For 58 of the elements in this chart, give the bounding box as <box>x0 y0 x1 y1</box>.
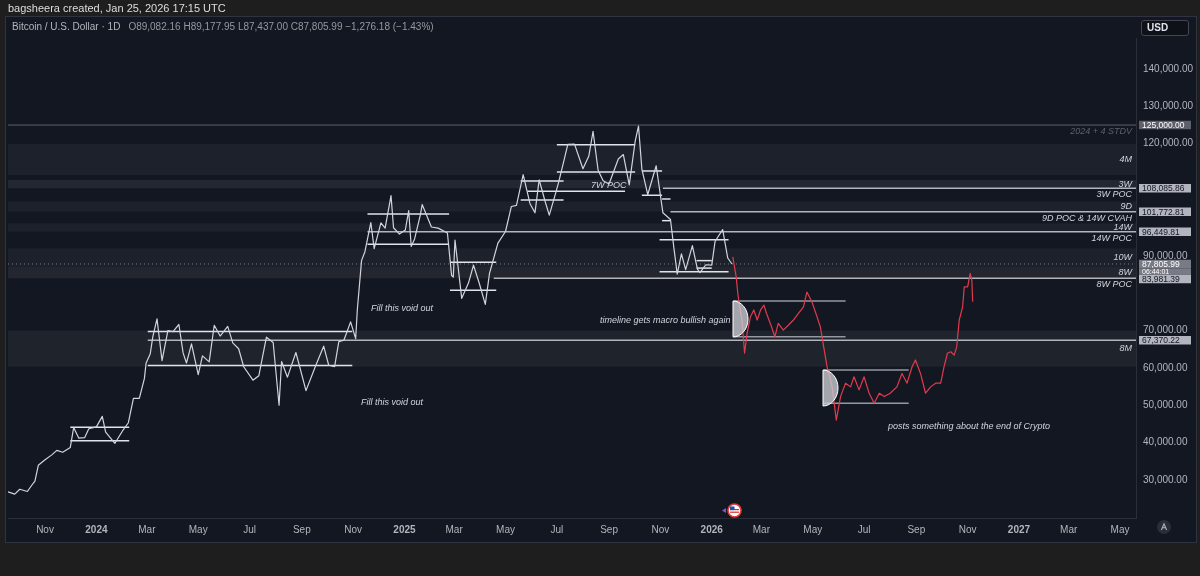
band-label: 14W <box>1113 221 1134 232</box>
text: bagsheera created, Jan 25, 2026 17:15 UTC <box>8 2 226 15</box>
x-tick-label: Jul <box>550 523 564 535</box>
x-tick-label: May <box>803 523 823 535</box>
x-tick-label: Sep <box>907 523 926 535</box>
y-tick-label: 120,000.00 <box>1143 137 1194 149</box>
x-tick-label: Sep <box>600 523 619 535</box>
series-label: 8W POC <box>1096 279 1133 290</box>
chart-subtitle: O89,082.16 H89,177.95 L87,437.00 C87,805.99 −1,276.18 (−1.43%) <box>128 21 434 32</box>
x-tick-label: Nov <box>36 523 54 535</box>
chart-title: Bitcoin / U.S. Dollar · 1D <box>12 21 121 32</box>
ref-line-label: 2024 + 4 STDV <box>1069 126 1133 137</box>
y-tick-label: 83,981.39 <box>1142 273 1181 284</box>
x-tick-label: May <box>1110 523 1130 535</box>
x-tick-label: May <box>496 523 515 535</box>
series-label: 9D POC & 14W CVAH <box>1041 212 1133 223</box>
band-label: 4M <box>1119 154 1133 165</box>
x-tick-label: Mar <box>138 523 157 535</box>
y-tick-label: 90,000.00 <box>1143 249 1188 261</box>
x-tick-label: Nov <box>344 523 363 535</box>
x-tick-label: 2026 <box>700 523 724 535</box>
annotation: Fill this void out <box>361 396 424 407</box>
x-tick-label: 2025 <box>393 523 417 535</box>
x-tick-label: May <box>188 523 208 535</box>
y-tick-label: 70,000.00 <box>1143 324 1188 336</box>
band-label: 8W <box>1118 266 1134 277</box>
annotation: Fill this void out <box>371 302 434 313</box>
y-tick-label: 40,000.00 <box>1143 436 1188 448</box>
y-tick-label: 30,000.00 <box>1143 473 1188 485</box>
annotation: posts something about the end of Crypto <box>887 420 1051 431</box>
x-tick-label: Jul <box>857 523 871 535</box>
band-label: 8M <box>1119 343 1133 354</box>
band-label: 10W <box>1113 251 1134 262</box>
y-tick-label: 96,449.81 <box>1142 226 1181 237</box>
series-label: 3W POC <box>1096 189 1133 200</box>
y-tick-label: 140,000.00 <box>1143 62 1194 74</box>
y-tick-label: 108,085.86 <box>1142 183 1185 194</box>
y-tick-label: 87,805.99 <box>1142 258 1181 269</box>
y-axis-title: USD <box>1147 22 1169 33</box>
y-tick-label: 60,000.00 <box>1143 361 1188 373</box>
x-tick-label: Mar <box>1060 523 1078 535</box>
band-label: 9D <box>1120 201 1133 212</box>
x-tick-label: Mar <box>445 523 464 535</box>
y-tick-label: 101,772.81 <box>1142 206 1185 217</box>
band-label: 3W <box>1118 178 1134 189</box>
annotation: timeline gets macro bullish again <box>600 314 731 325</box>
x-tick-label: Jul <box>243 523 256 535</box>
x-tick-label: Nov <box>958 523 977 535</box>
x-tick-label: 2024 <box>85 523 108 535</box>
y-tick-label: 50,000.00 <box>1143 398 1188 410</box>
series-label: 14W POC <box>1091 232 1133 243</box>
y-tick-label: 125,000.00 <box>1142 119 1185 130</box>
x-tick-label: Nov <box>651 523 670 535</box>
x-tick-label: 2027 <box>1007 523 1031 535</box>
y-tick-label: 130,000.00 <box>1143 100 1194 112</box>
x-tick-label: Sep <box>292 523 312 535</box>
y-tick-label: 67,370.22 <box>1142 335 1181 346</box>
x-tick-label: Mar <box>752 523 771 535</box>
